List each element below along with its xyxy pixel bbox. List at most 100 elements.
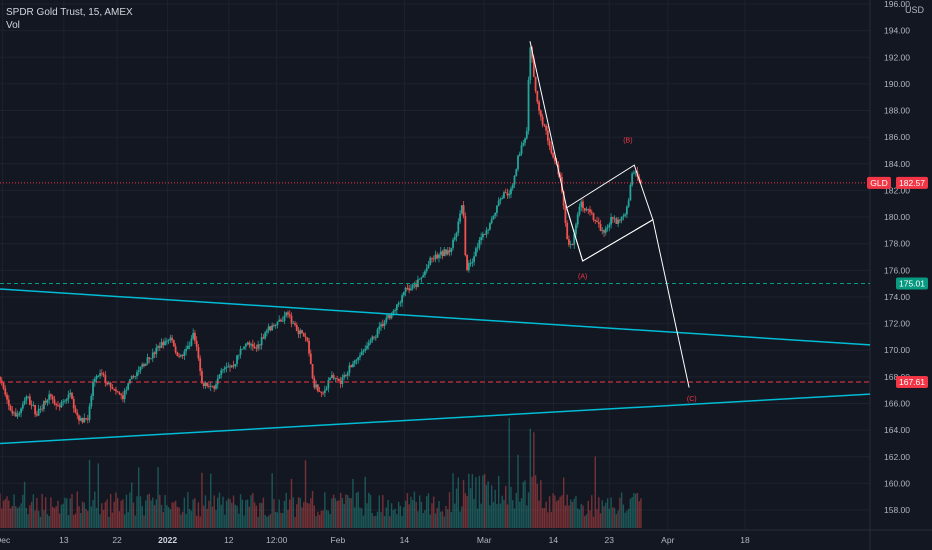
volume-bar xyxy=(568,505,570,528)
volume-label[interactable]: Vol xyxy=(6,20,20,31)
price-axis[interactable]: 158.00160.00162.00164.00166.00168.00170.… xyxy=(884,0,910,515)
volume-bar xyxy=(345,494,347,528)
volume-bar xyxy=(594,456,596,528)
candle-body xyxy=(490,219,493,224)
volume-bar xyxy=(494,489,496,528)
volume-bar xyxy=(81,501,84,528)
candle-body xyxy=(576,214,579,225)
candle-body xyxy=(274,325,277,326)
candle-body xyxy=(345,375,347,376)
wave-drawing[interactable]: (B) (A) (C) xyxy=(529,41,697,403)
price-tag xyxy=(896,277,928,290)
volume-bar xyxy=(296,504,298,528)
candle-body xyxy=(316,384,319,392)
candle-body xyxy=(294,323,296,325)
volume-bar xyxy=(375,515,377,528)
volume-bar xyxy=(192,499,194,528)
volume-bar xyxy=(429,514,431,528)
candle-body xyxy=(120,394,123,396)
candle-body xyxy=(16,414,19,417)
candle-body xyxy=(116,391,119,393)
price-tag xyxy=(896,176,928,189)
trendline[interactable] xyxy=(0,288,871,346)
candle-body xyxy=(525,130,528,139)
candle-body xyxy=(580,201,583,207)
volume-bar xyxy=(195,515,198,528)
flag-channel[interactable] xyxy=(566,164,654,262)
candle-body xyxy=(480,237,483,241)
candle-body xyxy=(55,404,58,406)
volume-bar xyxy=(436,507,438,528)
candle-body xyxy=(508,194,511,196)
volume-bar xyxy=(6,496,8,528)
candle-body xyxy=(550,146,553,153)
volume-bar xyxy=(292,497,294,528)
candle-body xyxy=(197,347,200,359)
candle-body xyxy=(496,205,498,214)
volume-bar xyxy=(36,497,38,528)
time-axis[interactable]: Dec 13 22 2022 12 12:00 Feb 14 Mar 14 23 Apr 18 xyxy=(0,535,750,545)
symbol-title[interactable]: SPDR Gold Trust, 15, AMEX xyxy=(6,7,133,18)
candle-body xyxy=(640,180,642,183)
volume-bar xyxy=(145,500,147,528)
volume-bar xyxy=(273,499,275,528)
candle-body xyxy=(237,354,240,356)
candle-body xyxy=(622,215,625,217)
currency-label[interactable]: USD xyxy=(904,5,924,15)
candle-body xyxy=(85,418,87,419)
volume-bar xyxy=(51,506,54,528)
candle-body xyxy=(144,363,147,366)
volume-bar xyxy=(111,512,114,528)
volume-bar xyxy=(78,506,80,528)
volume-bar xyxy=(627,508,630,528)
candle-body xyxy=(374,337,377,339)
x-tick-label: 12:00 xyxy=(266,535,288,545)
candle-body xyxy=(123,390,126,400)
candle-body xyxy=(225,367,228,368)
candle-body xyxy=(165,340,168,342)
candle-body xyxy=(613,218,616,220)
candle-body xyxy=(39,408,42,410)
candle-body xyxy=(257,344,260,349)
candle-body xyxy=(14,412,17,417)
volume-bar xyxy=(629,498,632,528)
volume-bar xyxy=(468,473,470,528)
volume-bar xyxy=(619,497,621,528)
y-tick-label: 196.00 xyxy=(884,0,910,9)
volume-bar xyxy=(585,514,588,528)
candle-body xyxy=(539,110,542,117)
volume-bar xyxy=(80,513,82,528)
candle-body xyxy=(404,287,407,292)
volume-bar xyxy=(130,482,133,528)
volume-bar xyxy=(534,475,537,528)
candle-body xyxy=(590,212,593,214)
trendline[interactable] xyxy=(0,393,871,445)
volume-bar xyxy=(325,510,328,528)
volume-bar xyxy=(15,506,17,528)
volume-bar xyxy=(331,498,333,528)
candle-body xyxy=(100,373,103,374)
candle-body xyxy=(183,351,186,357)
volume-bar xyxy=(582,505,584,528)
candle-body xyxy=(262,337,265,339)
candle-body xyxy=(129,379,131,384)
candle-body xyxy=(86,418,89,420)
trendlines[interactable] xyxy=(0,288,871,445)
volume-bar xyxy=(27,514,29,528)
candle-body xyxy=(462,205,465,217)
volume-bar xyxy=(496,504,498,528)
candle-body xyxy=(629,184,632,201)
candle-body xyxy=(20,408,22,413)
candle-body xyxy=(211,385,214,387)
volume-bar xyxy=(359,507,361,528)
volume-bar xyxy=(259,502,261,528)
price-levels[interactable] xyxy=(0,182,870,383)
candle-body xyxy=(174,346,177,353)
candle-body xyxy=(431,257,433,259)
volume-bar xyxy=(631,497,633,528)
candle-body xyxy=(176,352,179,357)
candle-body xyxy=(545,125,548,131)
volume-bar xyxy=(519,501,521,528)
